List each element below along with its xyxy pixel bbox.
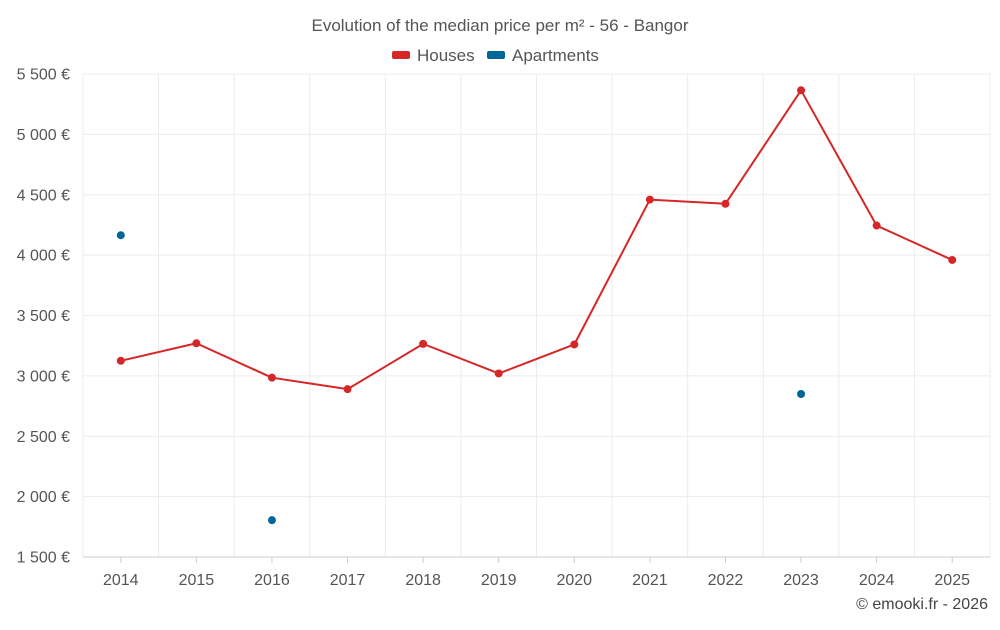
x-tick-label: 2016 xyxy=(254,572,290,589)
data-point-houses-2018[interactable] xyxy=(419,339,428,348)
data-point-houses-2017[interactable] xyxy=(343,385,352,394)
legend-item-houses[interactable]: Houses xyxy=(392,46,475,65)
data-point-apartments-2014[interactable] xyxy=(116,231,125,240)
data-point-houses-2015[interactable] xyxy=(192,339,201,348)
series-apartments xyxy=(116,231,806,525)
legend-swatch-houses xyxy=(392,51,410,59)
data-point-houses-2014[interactable] xyxy=(116,356,125,365)
y-tick-label: 2 000 € xyxy=(17,489,70,506)
legend-label-apartments: Apartments xyxy=(512,46,599,65)
grid-lines xyxy=(82,73,991,558)
x-tick-label: 2014 xyxy=(103,572,139,589)
data-point-houses-2024[interactable] xyxy=(872,221,881,230)
y-tick-label: 3 000 € xyxy=(17,368,70,385)
y-tick-label: 3 500 € xyxy=(17,308,70,325)
x-axis: 2014 2015 2016 2017 2018 2019 2020 2021 2022 2023… xyxy=(83,556,990,589)
y-tick-label: 4 000 € xyxy=(17,248,70,265)
legend-item-apartments[interactable]: Apartments xyxy=(487,46,599,65)
data-point-houses-2025[interactable] xyxy=(948,255,957,264)
data-point-houses-2022[interactable] xyxy=(721,199,730,208)
series-houses xyxy=(116,86,957,394)
data-point-houses-2021[interactable] xyxy=(645,195,654,204)
data-point-apartments-2016[interactable] xyxy=(267,516,276,525)
data-series xyxy=(116,86,957,525)
x-tick-label: 2015 xyxy=(179,572,215,589)
x-tick-label: 2019 xyxy=(481,572,517,589)
x-tick-label: 2024 xyxy=(859,572,895,589)
series-line-houses xyxy=(120,89,953,391)
y-axis: 5 500 € 5 000 € 4 500 € 4 000 € 3 500 € 3 000… xyxy=(17,67,70,567)
credit-text: © emooki.fr - 2026 xyxy=(856,596,988,613)
x-tick-label: 2017 xyxy=(330,572,366,589)
y-tick-label: 1 500 € xyxy=(17,550,70,567)
x-tick-label: 2018 xyxy=(405,572,441,589)
x-tick-label: 2025 xyxy=(934,572,970,589)
y-tick-label: 2 500 € xyxy=(17,429,70,446)
data-point-houses-2016[interactable] xyxy=(267,373,276,382)
legend: Houses Apartments xyxy=(392,46,599,65)
x-tick-label: 2023 xyxy=(783,572,819,589)
x-tick-label: 2022 xyxy=(708,572,744,589)
y-tick-label: 5 000 € xyxy=(17,127,70,144)
legend-swatch-apartments xyxy=(487,51,505,59)
x-tick-label: 2020 xyxy=(556,572,592,589)
data-point-houses-2023[interactable] xyxy=(797,86,806,95)
y-tick-label: 5 500 € xyxy=(17,67,70,84)
data-point-apartments-2023[interactable] xyxy=(797,389,806,398)
chart-title: Evolution of the median price per m² - 5… xyxy=(311,16,688,35)
y-tick-label: 4 500 € xyxy=(17,187,70,204)
x-tick-label: 2021 xyxy=(632,572,668,589)
data-point-houses-2019[interactable] xyxy=(494,369,503,378)
data-point-houses-2020[interactable] xyxy=(570,340,579,349)
legend-label-houses: Houses xyxy=(417,46,475,65)
